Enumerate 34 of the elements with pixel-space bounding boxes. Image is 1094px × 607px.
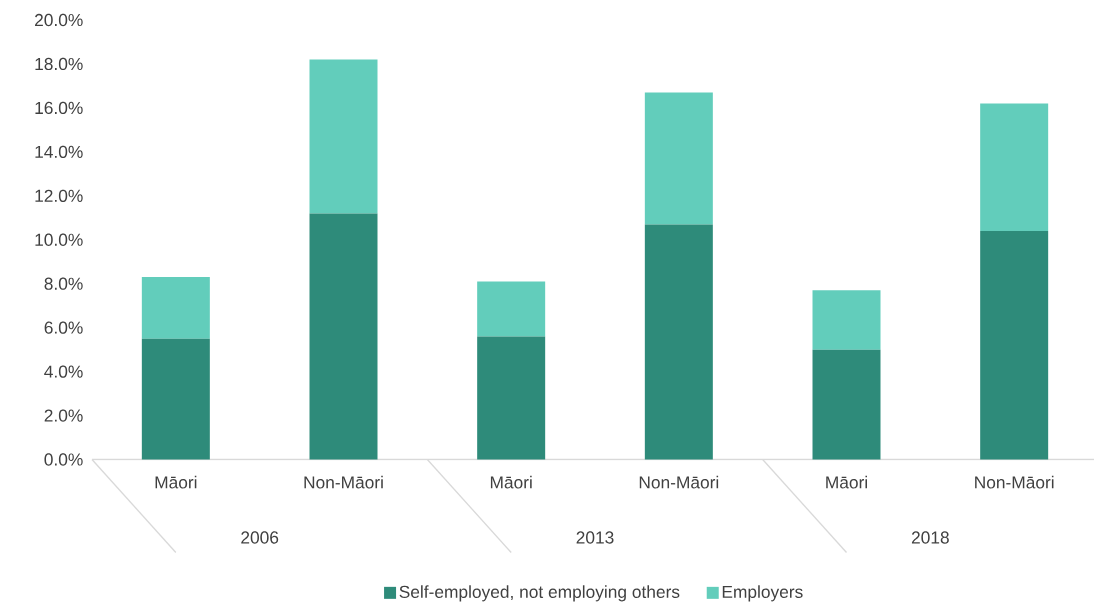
y-tick-label: 6.0% <box>44 321 83 334</box>
bar <box>477 336 546 460</box>
x-tick-label: Māori <box>490 475 532 489</box>
bar <box>980 103 1049 231</box>
text: 2006 <box>241 531 279 544</box>
bar <box>141 338 210 460</box>
bar <box>980 230 1049 460</box>
y-tick-label: 2.0% <box>44 409 83 422</box>
x-tick-label: Non-Māori <box>304 475 383 489</box>
bar <box>141 277 210 339</box>
x-tick-label: Non-Māori <box>975 475 1054 489</box>
text: 2018 <box>911 531 949 544</box>
bar <box>309 213 378 460</box>
x-tick-label: Non-Māori <box>639 475 719 489</box>
legend-label: Employers <box>722 585 803 602</box>
bar <box>812 349 881 460</box>
y-tick-label: 4.0% <box>44 365 83 378</box>
x-tick-label: Māori <box>826 475 867 489</box>
bar <box>477 281 546 337</box>
y-tick-label: 18.0% <box>35 57 83 71</box>
y-tick-label: 16.0% <box>35 101 83 115</box>
bar <box>812 290 881 350</box>
y-tick-label: 8.0% <box>44 277 83 290</box>
y-tick-label: 20.0% <box>35 13 83 27</box>
bar <box>309 59 378 214</box>
bar <box>644 92 713 225</box>
legend-label: Self-employed, not employing others <box>399 585 680 602</box>
bar <box>644 224 713 460</box>
y-tick-label: 10.0% <box>35 233 83 246</box>
y-tick-label: 14.0% <box>35 145 83 158</box>
y-tick-label: 12.0% <box>35 189 83 202</box>
text: 2013 <box>576 531 614 544</box>
x-tick-label: Māori <box>155 475 197 489</box>
y-tick-label: 0.0% <box>44 453 83 466</box>
